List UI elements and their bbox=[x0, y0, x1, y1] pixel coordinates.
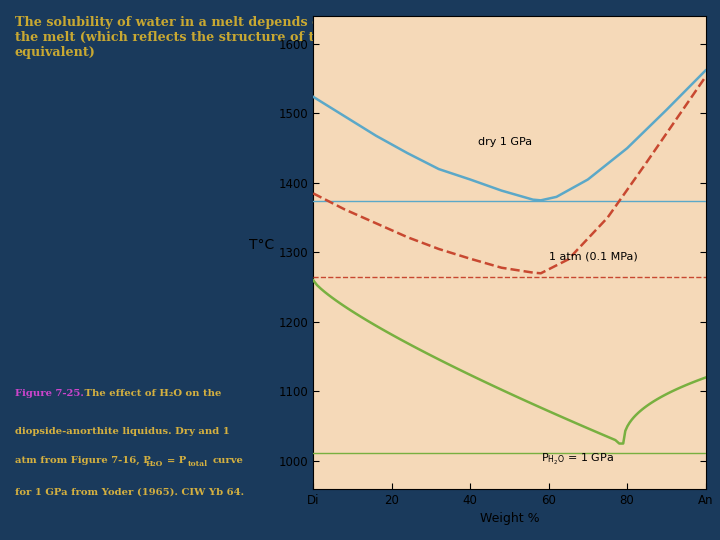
Text: curve: curve bbox=[212, 456, 243, 465]
Text: diopside-anorthite liquidus. Dry and 1: diopside-anorthite liquidus. Dry and 1 bbox=[15, 427, 230, 436]
Text: dry 1 GPa: dry 1 GPa bbox=[478, 137, 532, 147]
Text: atm from Figure 7-16, P: atm from Figure 7-16, P bbox=[15, 456, 150, 465]
Text: 1 atm (0.1 MPa): 1 atm (0.1 MPa) bbox=[549, 252, 637, 261]
Text: $\mathregular{P_{H_2O}}$ = 1 GPa: $\mathregular{P_{H_2O}}$ = 1 GPa bbox=[541, 453, 613, 467]
Text: for 1 GPa from Yoder (1965). CIW Yb 64.: for 1 GPa from Yoder (1965). CIW Yb 64. bbox=[15, 487, 244, 496]
Text: = P: = P bbox=[167, 456, 186, 465]
Text: H₂O: H₂O bbox=[146, 460, 163, 468]
X-axis label: Weight %: Weight % bbox=[480, 512, 539, 525]
Y-axis label: T°C: T°C bbox=[249, 239, 274, 253]
Text: The effect of H₂O on the: The effect of H₂O on the bbox=[81, 389, 221, 398]
Text: Figure 7-25.: Figure 7-25. bbox=[15, 389, 84, 398]
Text: total: total bbox=[187, 460, 207, 468]
Text: The solubility of water in a melt depends on the structure of
the melt (which re: The solubility of water in a melt depend… bbox=[15, 16, 447, 59]
